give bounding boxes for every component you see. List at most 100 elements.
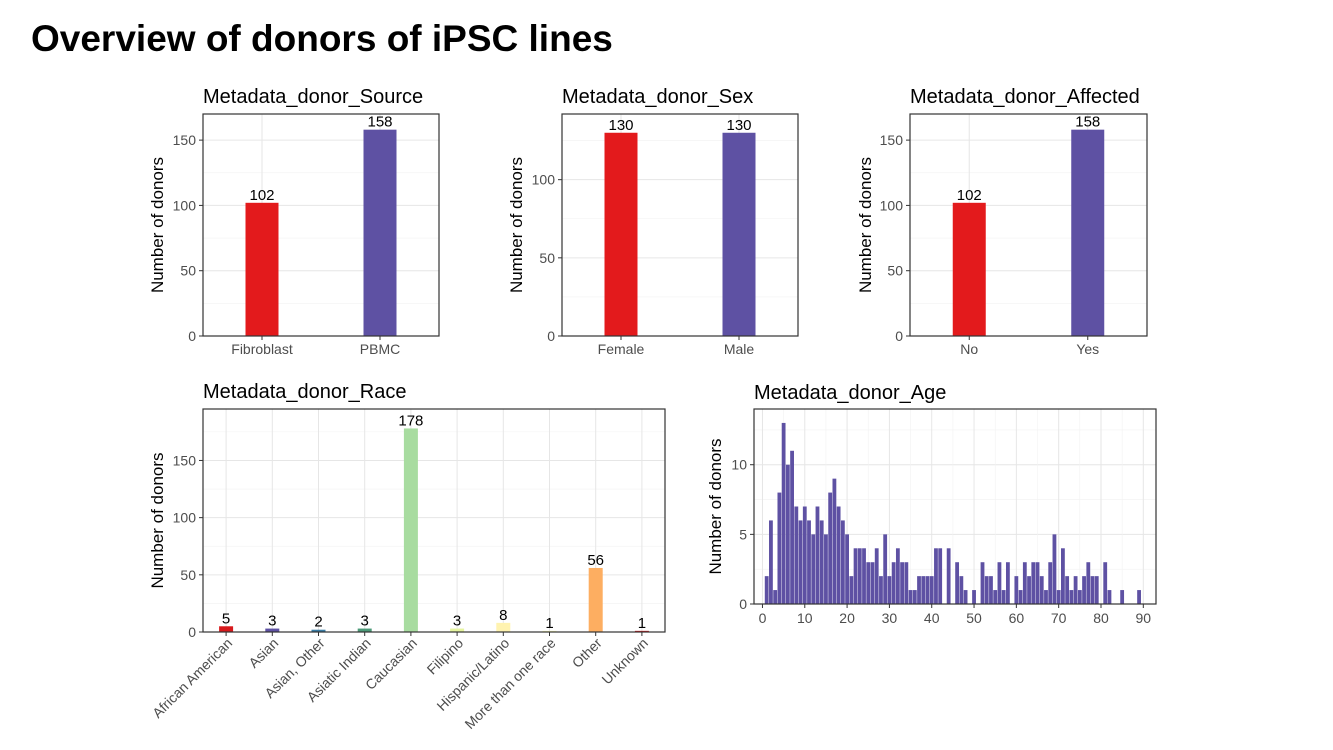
- data-label-african-american: 5: [222, 610, 230, 627]
- data-label-unknown: 1: [638, 615, 646, 632]
- bars: 130 130: [604, 117, 756, 336]
- bar-age-57: [1001, 590, 1006, 604]
- x-tick-label: No: [960, 341, 978, 357]
- bars: 5 3 2 3 178 3 8 1 56 1: [219, 412, 649, 632]
- bar-age-10: [802, 506, 807, 604]
- chart-source: 102 158 Fibroblast PBMC 0 50 100 150 Number of d…: [148, 86, 440, 357]
- bar-caucasian: [403, 428, 418, 632]
- bar-age-61: [1018, 590, 1023, 604]
- data-label-male: 130: [726, 117, 751, 134]
- y-tick-label: 0: [895, 328, 903, 344]
- bar-age-30: [887, 576, 892, 604]
- bar-age-21: [849, 576, 854, 604]
- panel-border: [202, 113, 440, 337]
- bar-age-38: [921, 576, 926, 604]
- bar-age-67: [1044, 590, 1048, 604]
- chart-title: Metadata_donor_Age: [754, 382, 946, 404]
- data-label-asiatic-indian: 3: [361, 613, 369, 630]
- y-axis-label: Number of donors: [507, 157, 526, 293]
- bar-hispanic-latino: [496, 622, 511, 632]
- data-label-no: 102: [957, 187, 982, 204]
- bar-age-66: [1039, 576, 1044, 604]
- bar-age-25: [866, 562, 871, 604]
- bar-age-76: [1082, 576, 1086, 604]
- chart-title: Metadata_donor_Source: [203, 86, 423, 108]
- data-label-caucasian: 178: [398, 412, 423, 429]
- bar-age-20: [845, 534, 849, 604]
- chart-age: 0 10 20 30 40 50 60 70 80 90 0 5 10 Number of donors M…: [706, 382, 1157, 626]
- bar-age-1: [764, 576, 769, 604]
- bar-age-56: [997, 562, 1002, 604]
- x-tick-label: 10: [797, 610, 813, 626]
- chart-title: Metadata_donor_Affected: [910, 86, 1140, 108]
- y-tick-label: 100: [532, 172, 556, 188]
- y-tick-label: 100: [173, 510, 197, 526]
- panel-border: [202, 408, 666, 633]
- y-tick-label: 100: [880, 197, 904, 213]
- y-tick-label: 5: [739, 526, 747, 542]
- y-tick-label: 0: [188, 624, 196, 640]
- x-tick-label: PBMC: [360, 341, 400, 357]
- bar-age-75: [1077, 590, 1082, 604]
- x-tick-label: Unknown: [598, 635, 651, 688]
- bar-age-18: [836, 506, 841, 604]
- chart-title: Metadata_donor_Race: [203, 381, 406, 403]
- x-tick-label: More than one race: [461, 635, 558, 732]
- bar-age-89: [1137, 590, 1141, 604]
- y-tick-label: 0: [188, 328, 196, 344]
- y-tick-label: 150: [173, 452, 197, 468]
- bar-age-78: [1090, 576, 1095, 604]
- bar-age-22: [853, 548, 858, 604]
- bar-asian-other: [311, 629, 326, 632]
- bar-age-53: [984, 576, 989, 604]
- data-label-asian-other: 2: [314, 614, 322, 631]
- bar-filipino: [450, 628, 465, 632]
- bar-age-77: [1086, 562, 1091, 604]
- bar-age-54: [989, 576, 993, 604]
- bars: 102 158: [952, 114, 1105, 336]
- y-tick-label: 10: [731, 457, 747, 473]
- y-tick-label: 50: [180, 567, 196, 583]
- bar-age-41: [934, 548, 938, 604]
- bar-age-46: [955, 562, 960, 604]
- data-label-female: 130: [608, 117, 633, 134]
- y-tick-label: 0: [739, 596, 747, 612]
- x-tick-label: Other: [569, 635, 605, 671]
- bar-age-16: [828, 492, 833, 604]
- bar-african-american: [219, 626, 234, 632]
- bar-age-26: [870, 562, 875, 604]
- x-tick-label: 20: [839, 610, 855, 626]
- panel-border: [753, 408, 1157, 605]
- y-tick-label: 50: [180, 263, 196, 279]
- x-tick-label: 60: [1009, 610, 1025, 626]
- bar-age-47: [959, 576, 964, 604]
- slide-title: Overview of donors of iPSC lines: [31, 18, 613, 59]
- plot-panel: [562, 114, 798, 336]
- bar-age-68: [1048, 562, 1053, 604]
- bar-age-19: [840, 520, 845, 604]
- x-tick-label: 40: [924, 610, 940, 626]
- bar-age-52: [980, 562, 985, 604]
- panel-border: [561, 113, 799, 337]
- bar-age-69: [1052, 534, 1057, 604]
- chart-title: Metadata_donor_Sex: [562, 86, 753, 108]
- data-label-more-than-one-race: 1: [545, 615, 553, 632]
- bar-age-40: [929, 576, 934, 604]
- x-tick-label: Fibroblast: [231, 341, 293, 357]
- x-tick-label: 90: [1136, 610, 1152, 626]
- x-tick-label: African American: [149, 635, 235, 721]
- bar-age-64: [1031, 562, 1036, 604]
- bar-yes: [1071, 129, 1105, 336]
- data-label-yes: 158: [1075, 114, 1100, 131]
- plot-panel: [910, 114, 1147, 336]
- y-axis-label: Number of donors: [706, 438, 725, 574]
- y-axis-label: Number of donors: [148, 452, 167, 588]
- bar-age-37: [917, 576, 921, 604]
- bar-age-35: [908, 590, 913, 604]
- x-tick-label: 0: [759, 610, 767, 626]
- bar-age-27: [874, 548, 879, 604]
- bar-age-3: [773, 590, 778, 604]
- data-label-pbmc: 158: [367, 114, 392, 131]
- y-tick-label: 150: [880, 132, 904, 148]
